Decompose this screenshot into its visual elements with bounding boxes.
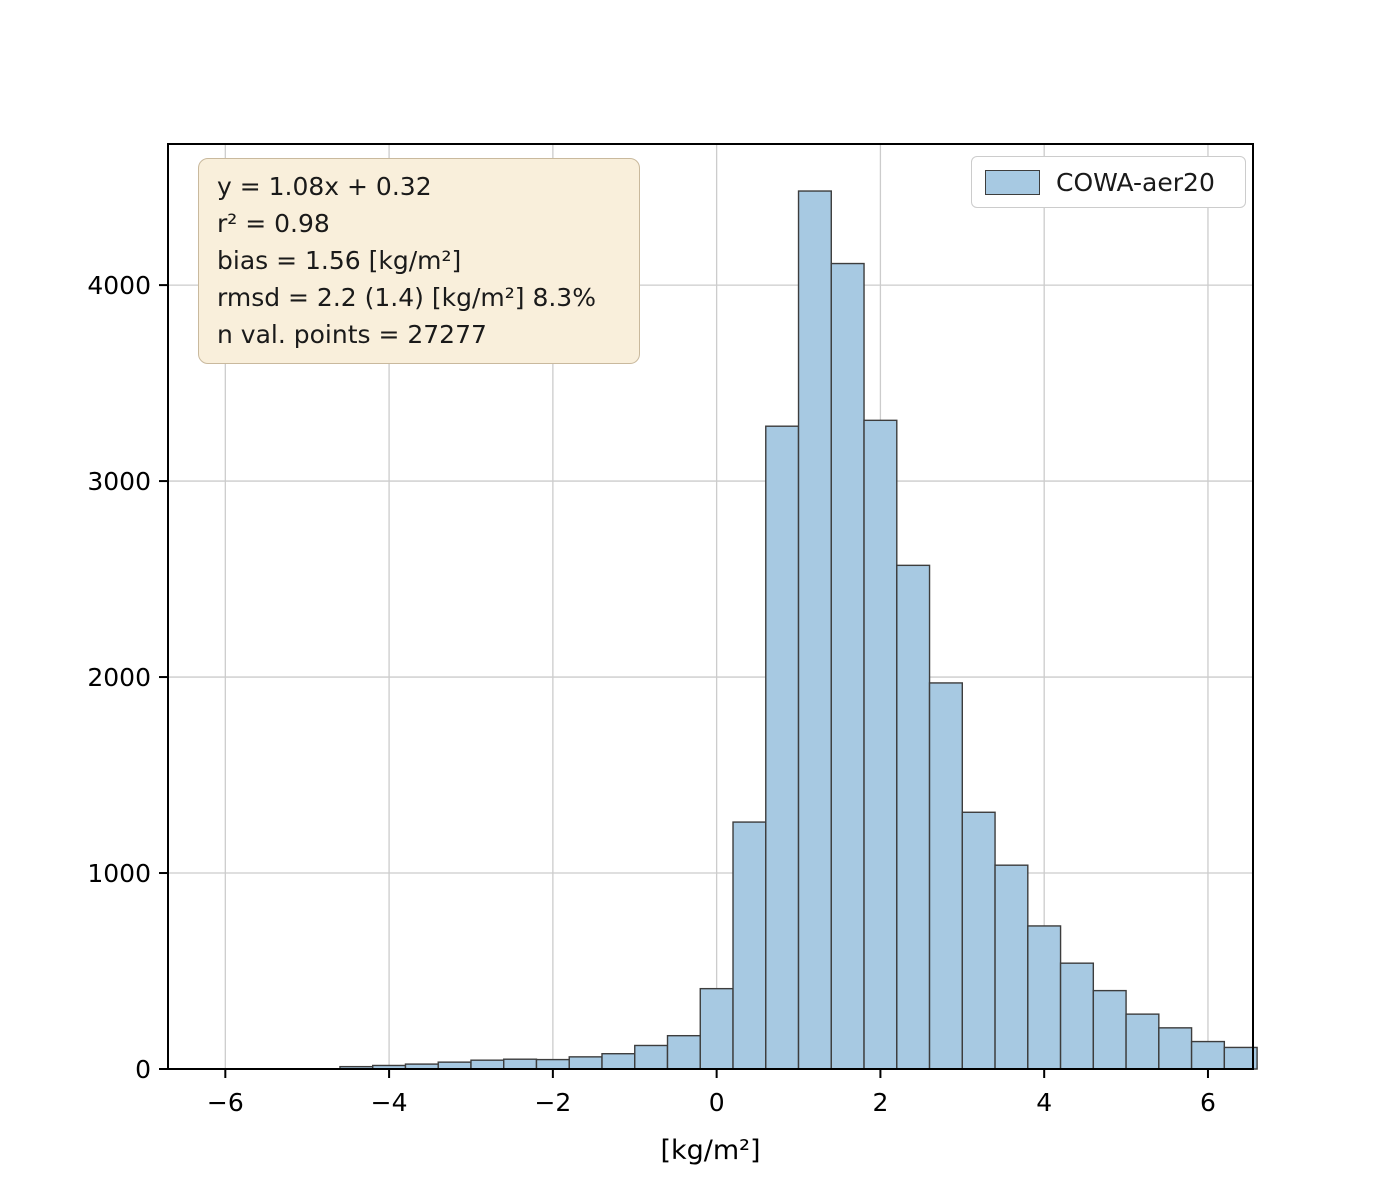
histogram-bar xyxy=(437,1061,472,1070)
histogram-bar xyxy=(535,1058,570,1070)
histogram-bar xyxy=(503,1058,538,1070)
histogram-bar xyxy=(863,419,898,1070)
legend: COWA-aer20 xyxy=(971,156,1246,208)
legend-swatch xyxy=(985,169,1040,195)
histogram-bar xyxy=(1059,962,1095,1070)
histogram-bar xyxy=(699,987,734,1070)
histogram-bar xyxy=(961,811,996,1070)
x-axis-label: [kg/m²] xyxy=(660,1135,760,1166)
histogram-bar xyxy=(634,1044,669,1070)
x-tick-label: 4 xyxy=(1036,1088,1052,1117)
x-tick-label: 6 xyxy=(1200,1088,1216,1117)
histogram-bar xyxy=(797,190,832,1070)
histogram-bar xyxy=(896,564,931,1070)
y-tick-label: 2000 xyxy=(87,663,151,692)
y-tick-label: 0 xyxy=(135,1055,151,1084)
y-tick-label: 1000 xyxy=(87,859,151,888)
histogram-bar xyxy=(568,1056,603,1070)
x-tick-label: −2 xyxy=(534,1088,571,1117)
histogram-bar xyxy=(1027,925,1062,1070)
histogram-bar xyxy=(1092,989,1127,1070)
stats-box: y = 1.08x + 0.32 r² = 0.98 bias = 1.56 [… xyxy=(198,158,640,364)
histogram-bar xyxy=(928,682,964,1070)
histogram-bar xyxy=(1190,1040,1226,1070)
histogram-bar xyxy=(830,262,865,1070)
histogram-bar xyxy=(1125,1013,1160,1070)
x-axis: −6 −4 −2 0 2 4 6 xyxy=(207,1069,1216,1117)
histogram-bar xyxy=(601,1053,636,1070)
y-axis: 0 1000 2000 3000 4000 xyxy=(87,271,168,1084)
histogram-bar xyxy=(470,1059,505,1070)
histogram-bars xyxy=(339,190,1258,1070)
histogram-bar xyxy=(666,1034,701,1070)
stats-line-r2: r² = 0.98 xyxy=(217,209,330,238)
histogram-bar xyxy=(994,864,1029,1070)
plot-border xyxy=(167,143,1254,1070)
y-tick-label: 3000 xyxy=(87,467,151,496)
x-tick-label: −4 xyxy=(371,1088,408,1117)
histogram-bar xyxy=(765,425,800,1070)
legend-label: COWA-aer20 xyxy=(1056,167,1215,197)
x-tick-label: −6 xyxy=(207,1088,244,1117)
x-tick-label: 2 xyxy=(872,1088,888,1117)
y-tick-label: 4000 xyxy=(87,271,151,300)
stats-line-equation: y = 1.08x + 0.32 xyxy=(217,172,432,201)
stats-line-rmsd: rmsd = 2.2 (1.4) [kg/m²] 8.3% xyxy=(217,283,596,312)
x-tick-label: 0 xyxy=(709,1088,725,1117)
stats-line-bias: bias = 1.56 [kg/m²] xyxy=(217,246,462,275)
stats-line-n-points: n val. points = 27277 xyxy=(217,320,487,349)
histogram-bar xyxy=(1158,1027,1193,1070)
histogram-bar xyxy=(732,821,767,1070)
